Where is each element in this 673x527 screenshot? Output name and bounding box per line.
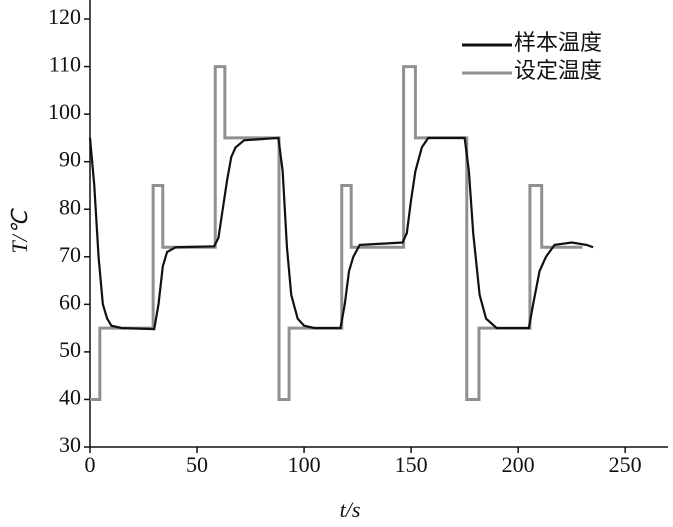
y-tick-label: 100 bbox=[48, 99, 81, 124]
y-axis-label: T/℃ bbox=[7, 208, 32, 253]
x-tick-label: 250 bbox=[609, 452, 642, 477]
legend-label: 样本温度 bbox=[514, 30, 602, 55]
y-tick-label: 110 bbox=[49, 52, 81, 77]
y-tick-label: 120 bbox=[48, 4, 81, 29]
y-tick-label: 40 bbox=[59, 384, 81, 409]
line-series bbox=[90, 65, 583, 401]
y-tick-label: 80 bbox=[59, 194, 81, 219]
x-tick-label: 0 bbox=[85, 452, 96, 477]
y-tick-label: 70 bbox=[59, 242, 81, 267]
legend-label: 设定温度 bbox=[514, 58, 602, 83]
x-tick-label: 50 bbox=[186, 452, 208, 477]
y-tick-label: 30 bbox=[59, 432, 81, 457]
line-series bbox=[88, 136, 594, 331]
x-axis-label: t/s bbox=[340, 497, 361, 522]
y-tick-label: 60 bbox=[59, 289, 81, 314]
x-tick-label: 200 bbox=[502, 452, 535, 477]
x-tick-label: 100 bbox=[288, 452, 321, 477]
y-tick-label: 50 bbox=[59, 337, 81, 362]
y-tick-label: 90 bbox=[59, 147, 81, 172]
x-tick-label: 150 bbox=[395, 452, 428, 477]
